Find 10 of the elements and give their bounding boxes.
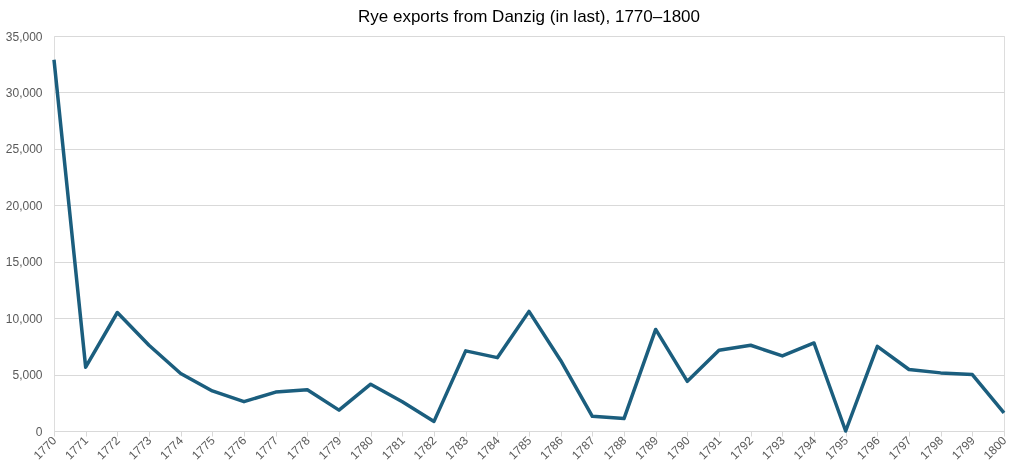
y-tick-label: 30,000 (5, 85, 43, 100)
y-tick-label: 0 (35, 424, 43, 439)
y-tick-label: 15,000 (5, 255, 43, 270)
chart-title: Rye exports from Danzig (in last), 1770–1800 (357, 7, 701, 26)
y-tick-label: 20,000 (5, 198, 43, 213)
y-tick-label: 25,000 (5, 142, 43, 157)
y-tick-label: 35,000 (5, 29, 43, 44)
line-series (52, 57, 1006, 433)
y-tick-label: 10,000 (5, 311, 43, 326)
y-tick-label: 5,000 (12, 368, 43, 383)
